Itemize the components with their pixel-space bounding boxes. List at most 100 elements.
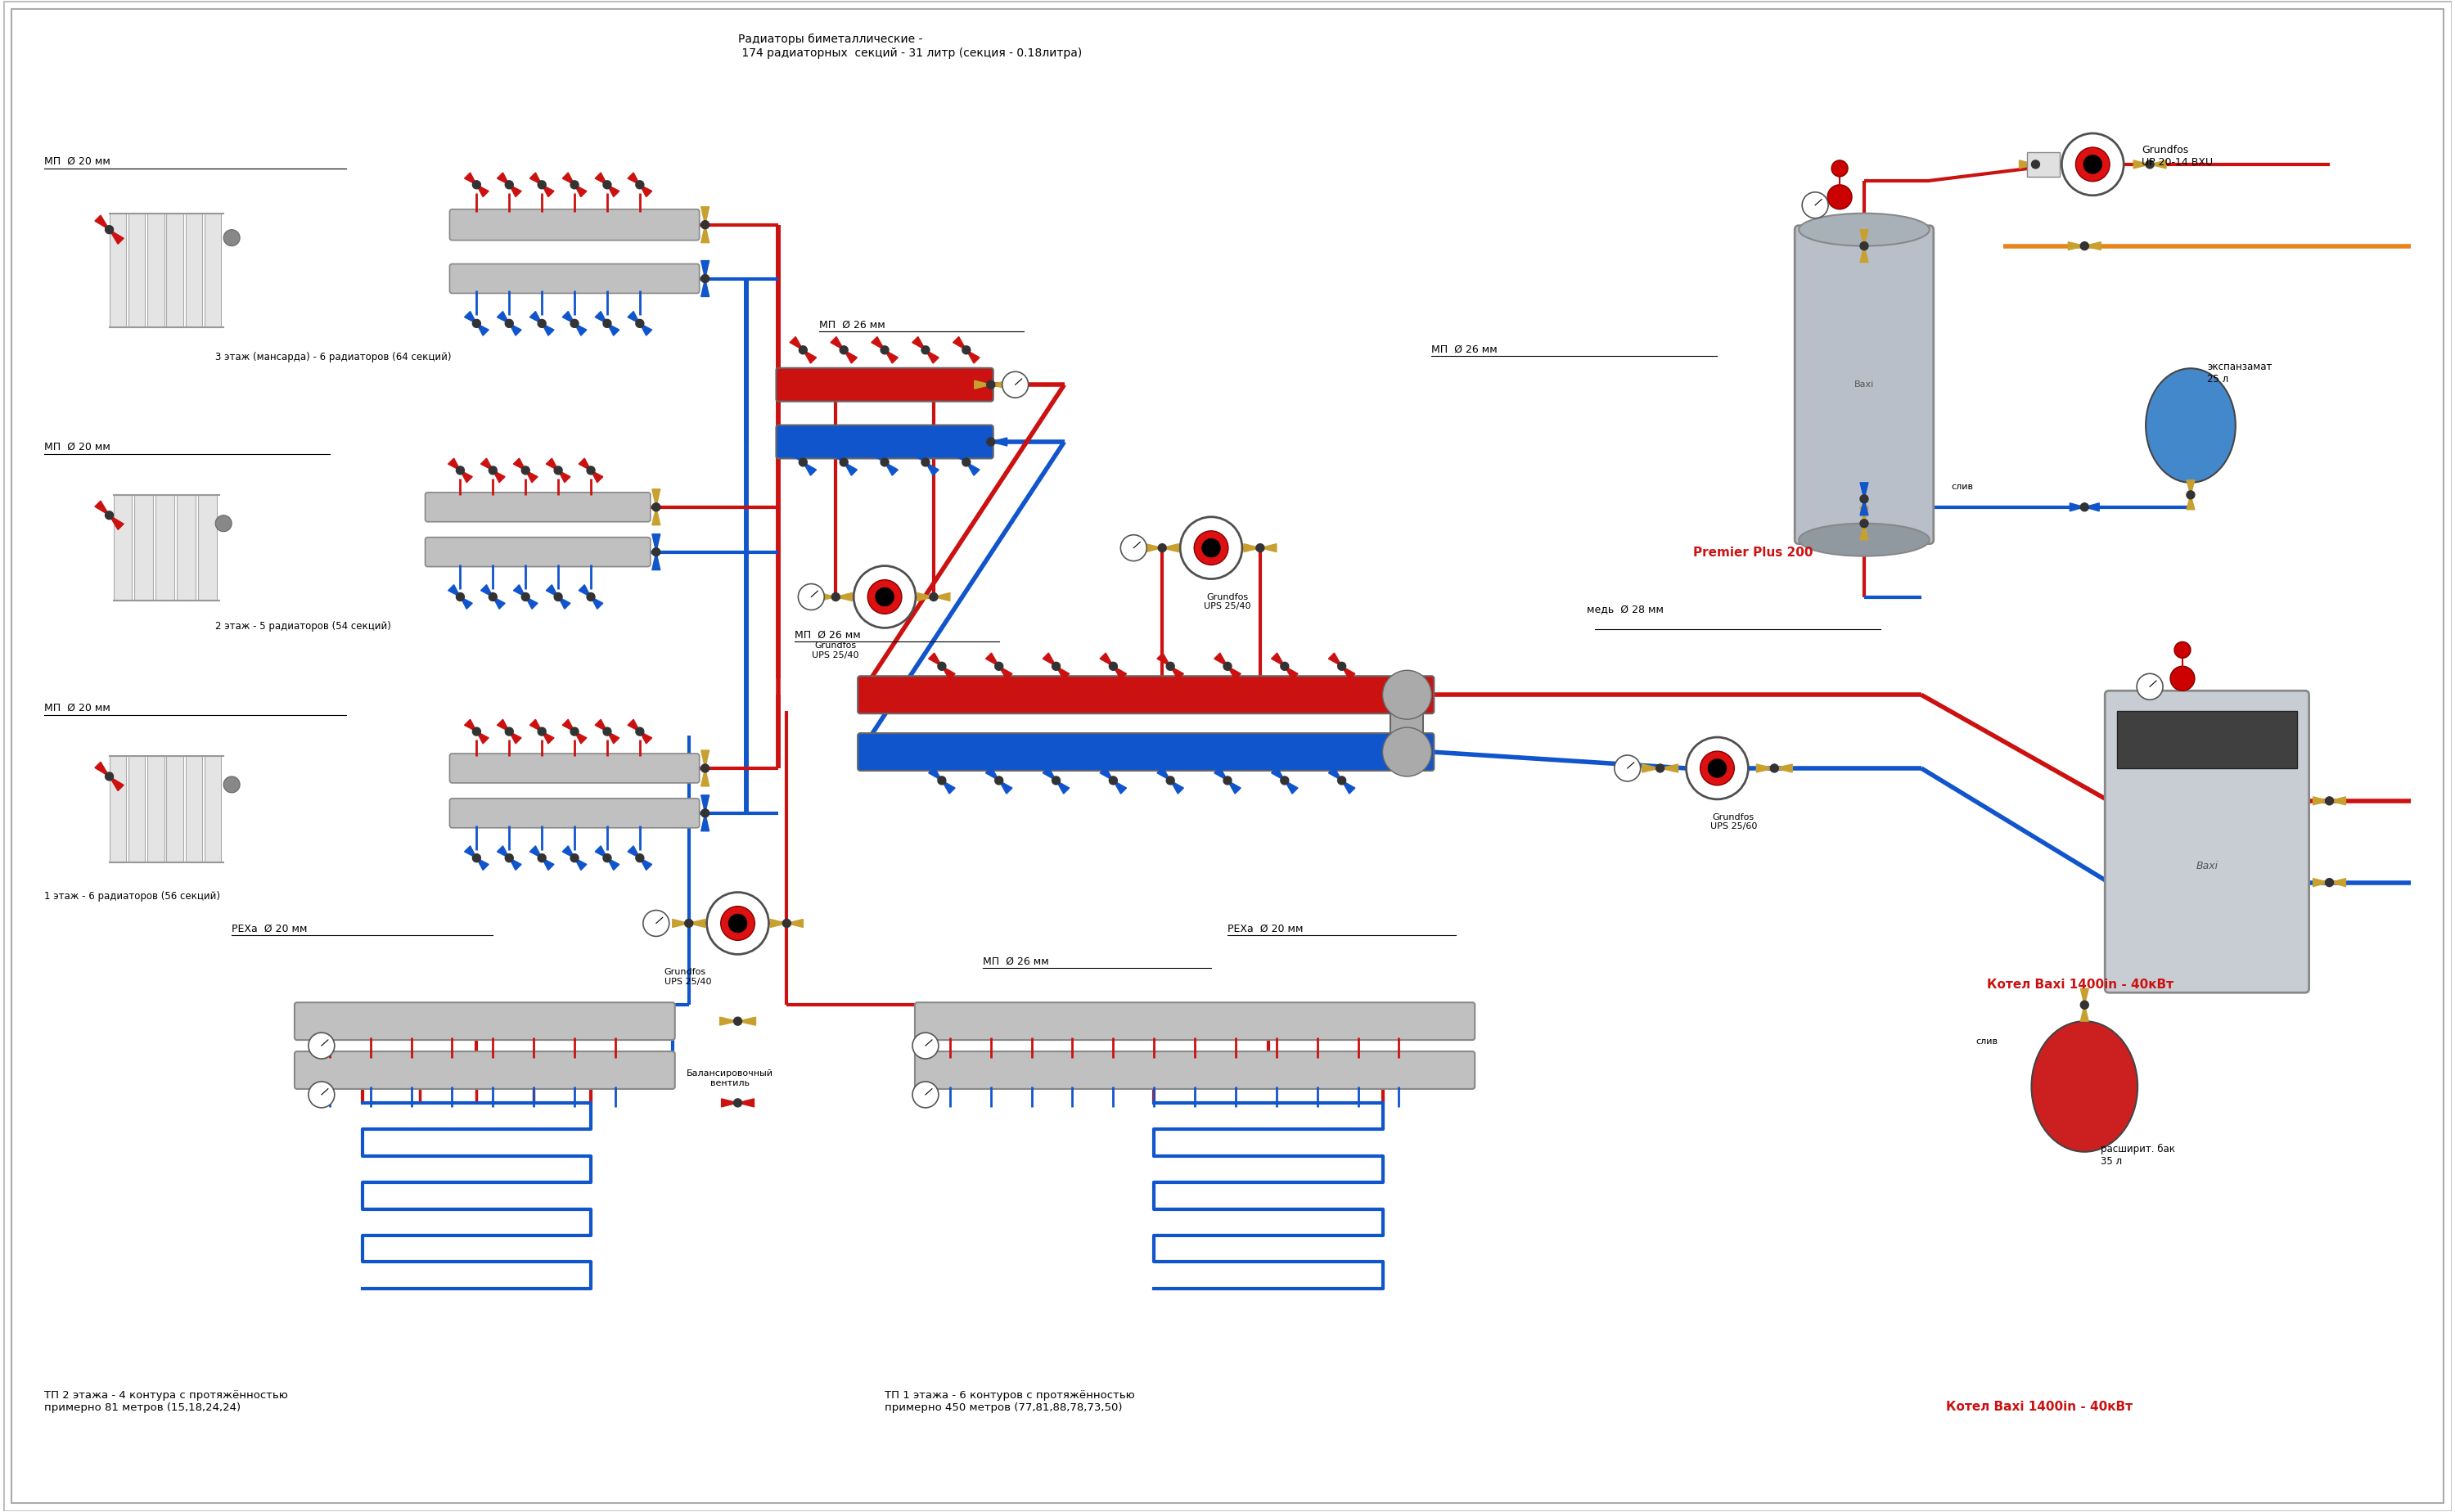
Polygon shape (641, 857, 653, 869)
Polygon shape (1861, 523, 1868, 540)
Bar (204, 213, 221, 328)
Polygon shape (628, 845, 641, 857)
Polygon shape (702, 225, 709, 243)
Polygon shape (579, 458, 592, 470)
Circle shape (538, 854, 545, 862)
Circle shape (1338, 776, 1345, 785)
Circle shape (506, 319, 513, 328)
Polygon shape (1775, 764, 1792, 773)
Polygon shape (543, 184, 555, 197)
Circle shape (520, 593, 530, 600)
Circle shape (309, 1081, 334, 1108)
Polygon shape (1245, 544, 1259, 552)
Circle shape (636, 319, 643, 328)
Bar (113, 494, 133, 600)
Polygon shape (722, 1099, 739, 1107)
Circle shape (702, 275, 709, 283)
Polygon shape (543, 857, 555, 869)
Polygon shape (557, 470, 570, 482)
Polygon shape (872, 337, 884, 349)
Circle shape (962, 346, 970, 354)
Polygon shape (653, 534, 660, 552)
Polygon shape (2084, 503, 2099, 511)
Bar (147, 756, 164, 862)
Polygon shape (2018, 160, 2035, 168)
Text: Котел Baxi 1400in - 40кВт: Котел Baxi 1400in - 40кВт (1947, 1400, 2133, 1412)
Circle shape (930, 593, 938, 600)
Polygon shape (476, 857, 489, 869)
Polygon shape (2151, 160, 2165, 168)
Circle shape (2084, 156, 2101, 174)
Circle shape (604, 854, 611, 862)
Circle shape (1181, 517, 1242, 579)
Circle shape (798, 458, 808, 466)
Circle shape (587, 466, 594, 475)
Polygon shape (999, 667, 1011, 679)
Polygon shape (928, 767, 943, 780)
Polygon shape (1272, 767, 1284, 780)
Circle shape (604, 180, 611, 189)
Circle shape (1053, 776, 1061, 785)
Circle shape (106, 511, 113, 519)
Polygon shape (530, 845, 543, 857)
Bar (204, 756, 221, 862)
Polygon shape (449, 585, 459, 597)
Polygon shape (2313, 797, 2330, 804)
Circle shape (2062, 133, 2124, 195)
Circle shape (734, 1099, 741, 1107)
Polygon shape (2187, 481, 2195, 494)
FancyBboxPatch shape (425, 493, 651, 522)
Polygon shape (739, 1018, 756, 1025)
Ellipse shape (2146, 369, 2237, 482)
Polygon shape (641, 184, 653, 197)
Polygon shape (1043, 767, 1056, 780)
Polygon shape (594, 720, 606, 732)
Circle shape (921, 346, 930, 354)
Circle shape (636, 180, 643, 189)
Text: РЕХа  Ø 20 мм: РЕХа Ø 20 мм (1228, 924, 1304, 934)
Polygon shape (594, 845, 606, 857)
Polygon shape (1228, 780, 1240, 794)
Polygon shape (771, 919, 786, 927)
Polygon shape (110, 776, 123, 791)
Polygon shape (574, 324, 587, 336)
Polygon shape (953, 337, 967, 349)
Polygon shape (1660, 764, 1679, 773)
Polygon shape (791, 449, 803, 463)
Circle shape (1338, 662, 1345, 670)
Polygon shape (110, 516, 123, 529)
Polygon shape (690, 919, 705, 927)
Polygon shape (987, 767, 999, 780)
Circle shape (734, 1018, 741, 1025)
Polygon shape (1056, 667, 1070, 679)
Circle shape (1203, 538, 1220, 558)
Bar (2116, 711, 2298, 768)
Circle shape (1701, 751, 1733, 785)
Circle shape (2079, 503, 2089, 511)
Polygon shape (884, 349, 899, 363)
Circle shape (2074, 147, 2109, 181)
Polygon shape (641, 732, 653, 744)
Circle shape (489, 466, 496, 475)
Polygon shape (2084, 242, 2101, 249)
Polygon shape (1112, 780, 1127, 794)
Bar (187, 756, 201, 862)
Polygon shape (1171, 667, 1183, 679)
Bar (199, 494, 216, 600)
Polygon shape (513, 458, 525, 470)
Circle shape (604, 319, 611, 328)
FancyBboxPatch shape (449, 265, 700, 293)
Circle shape (832, 593, 840, 600)
Polygon shape (943, 780, 955, 794)
FancyBboxPatch shape (916, 1002, 1475, 1040)
FancyBboxPatch shape (857, 676, 1434, 714)
Polygon shape (543, 732, 555, 744)
Circle shape (636, 854, 643, 862)
Polygon shape (476, 184, 489, 197)
Polygon shape (1861, 246, 1868, 262)
Polygon shape (913, 449, 926, 463)
Circle shape (2136, 673, 2163, 700)
Polygon shape (1642, 764, 1660, 773)
Polygon shape (2067, 242, 2084, 249)
Text: ТП 2 этажа - 4 контура с протяжённостью
примерно 81 метров (15,18,24,24): ТП 2 этажа - 4 контура с протяжённостью … (44, 1390, 287, 1412)
